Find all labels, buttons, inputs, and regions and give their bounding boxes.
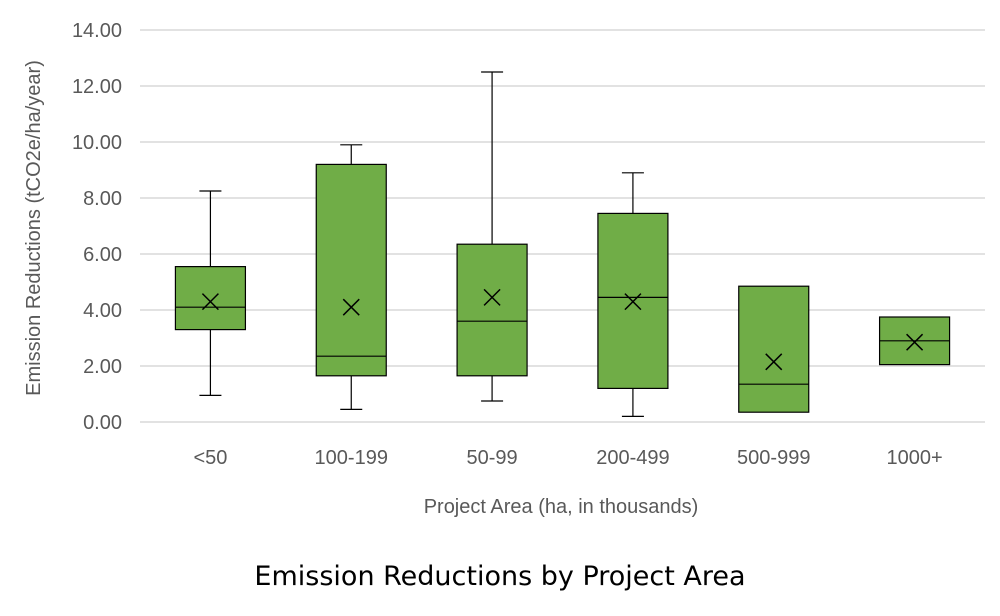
box-body: [315, 163, 387, 377]
x-axis-tick-labels: <50 100-199 50-99 200-499 500-999 1000+: [193, 447, 942, 469]
mean-marker: [483, 288, 501, 306]
y-tick-label: 0.00: [83, 412, 122, 434]
box-series: [174, 71, 951, 417]
box-5: [738, 285, 810, 413]
box-4: [597, 172, 669, 417]
x-tick-label: 100-199: [315, 447, 388, 469]
y-axis-label: Emission Reductions (tCO2e/ha/year): [23, 60, 45, 396]
x-tick-label: 200-499: [596, 447, 669, 469]
gridlines: [140, 29, 985, 423]
mean-marker: [201, 293, 219, 311]
chart-title: Emission Reductions by Project Area: [254, 561, 745, 592]
box-6: [878, 316, 951, 366]
box-body: [174, 266, 247, 331]
y-tick-label: 4.00: [83, 300, 122, 322]
x-tick-label: 500-999: [737, 447, 810, 469]
mean-marker: [624, 293, 642, 311]
mean-marker: [342, 298, 360, 316]
mean-marker: [765, 353, 783, 371]
y-tick-label: 10.00: [72, 132, 122, 154]
y-tick-label: 14.00: [72, 20, 122, 42]
y-tick-label: 12.00: [72, 76, 122, 98]
x-tick-label: 50-99: [467, 447, 518, 469]
x-axis-label: Project Area (ha, in thousands): [424, 496, 699, 518]
box-3: [456, 71, 528, 402]
y-axis-tick-labels: 0.00 2.00 4.00 6.00 8.00 10.00 12.00 14.00: [72, 20, 122, 434]
box-2: [315, 144, 387, 410]
y-tick-label: 8.00: [83, 188, 122, 210]
x-tick-label: 1000+: [886, 447, 942, 469]
box-body: [456, 243, 528, 377]
box-1: [174, 190, 247, 396]
y-tick-label: 6.00: [83, 244, 122, 266]
y-tick-label: 2.00: [83, 356, 122, 378]
mean-marker: [906, 333, 924, 351]
box-body: [738, 285, 810, 413]
x-tick-label: <50: [193, 447, 227, 469]
